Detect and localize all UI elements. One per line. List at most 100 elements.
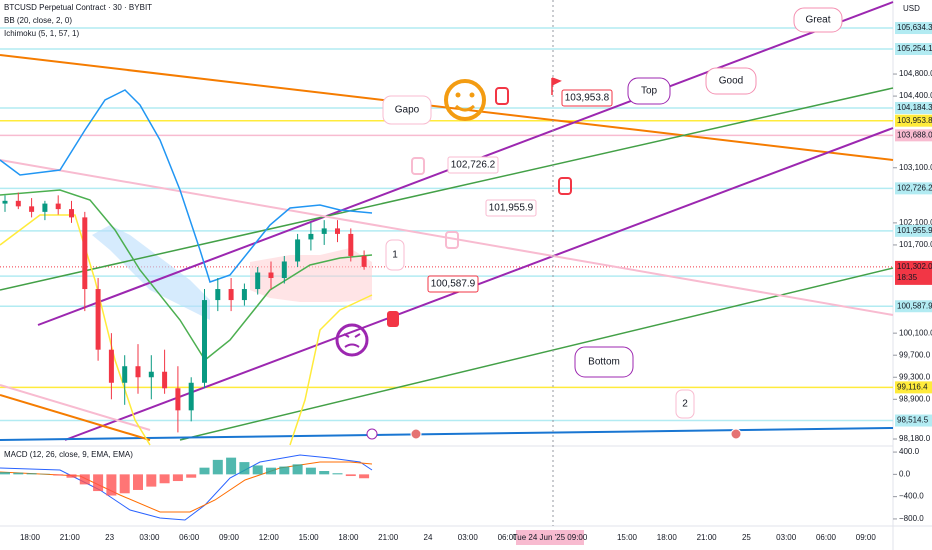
candle-body <box>135 366 141 378</box>
macd-histogram-bar <box>172 474 183 482</box>
bb-lower <box>0 214 373 446</box>
y-tick-label: 99,300.0 <box>899 372 931 381</box>
hand-icon <box>495 87 509 105</box>
macd-histogram-bar <box>0 472 10 475</box>
x-tick-label: 15:00 <box>617 533 638 542</box>
hand-icon <box>558 177 572 195</box>
price-tag <box>895 381 932 394</box>
candle-body <box>335 228 340 234</box>
price-tag-label: 98,514.5 <box>897 416 929 425</box>
event-icon <box>410 428 422 440</box>
crosshair-tag <box>516 530 584 545</box>
y-tick-label: 104,400.0 <box>899 91 932 100</box>
macd-histogram-bar <box>359 474 370 479</box>
callout <box>675 389 695 419</box>
macd-histogram-bar <box>266 467 276 475</box>
price-note <box>485 199 537 217</box>
y-tick-label: −400.0 <box>899 492 924 501</box>
price-tag <box>895 182 932 195</box>
price-tag-label: 103,953.8 <box>897 116 932 125</box>
trend-line <box>64 127 894 441</box>
candle-body <box>42 203 48 212</box>
smiley-eye <box>469 92 475 98</box>
price-tag <box>895 414 932 427</box>
x-tick-label: 24 <box>424 533 433 542</box>
trend-line <box>0 427 894 441</box>
x-tick-label: 18:00 <box>338 533 359 542</box>
candle-body <box>108 349 114 383</box>
x-tick-label: 12:00 <box>259 533 280 542</box>
macd-histogram-bar <box>146 474 157 487</box>
indicator-label: Ichimoku (5, 1, 57, 1) <box>4 29 79 38</box>
macd-histogram-bar <box>292 464 303 475</box>
y-tick-label: 103,100.0 <box>899 163 932 172</box>
callout-text: Great <box>805 15 830 26</box>
x-tick-label: 21:00 <box>697 533 718 542</box>
macd-histogram-bar <box>279 466 290 475</box>
x-tick-label: 06:00 <box>179 533 200 542</box>
flag-icon <box>551 77 562 95</box>
macd-histogram-bar <box>226 457 237 475</box>
price-note-text: 103,953.8 <box>565 93 610 104</box>
candle-body <box>268 272 274 279</box>
macd-histogram-bar <box>345 474 356 477</box>
price-tag-label: 100,587.9 <box>897 301 932 310</box>
candle-body <box>2 200 8 204</box>
countdown-label: 18:35 <box>897 273 918 282</box>
hand-icon <box>445 231 459 249</box>
annotations: Great Good Top Bottom Gapo 1 2 103,953.8… <box>335 7 843 440</box>
callout-text: Good <box>719 76 743 87</box>
y-tick-label: 0.0 <box>899 469 911 478</box>
candle-body <box>175 388 181 411</box>
candle-body <box>281 261 287 279</box>
price-tag-label: 105,634.3 <box>897 23 932 32</box>
y-tick-label: 100,100.0 <box>899 328 932 337</box>
trend-line <box>0 384 151 431</box>
macd-histogram-bar <box>252 465 263 475</box>
smiley-icon <box>444 79 486 121</box>
y-tick-label: 98,180.0 <box>899 434 931 443</box>
x-tick-label: 21:00 <box>60 533 81 542</box>
current-price-tag <box>895 260 932 285</box>
candle-body <box>202 300 207 383</box>
trend-line <box>0 394 151 441</box>
price-tag-label: 105,254.1 <box>897 44 932 53</box>
bb-basis <box>0 189 373 362</box>
ichimoku-cloud <box>250 248 372 302</box>
y-tick-label: 400.0 <box>899 447 920 456</box>
candle-body <box>15 200 21 207</box>
x-tick-label: 15:00 <box>299 533 320 542</box>
price-note-text: 101,955.9 <box>489 203 534 214</box>
candle-body <box>255 272 261 290</box>
bb-upper <box>0 89 373 283</box>
macd-histogram-bar <box>199 467 210 475</box>
price-tag-label: 103,688.0 <box>897 130 932 139</box>
indicator-label: MACD (12, 26, close, 9, EMA, EMA) <box>4 450 133 459</box>
price-note <box>561 89 613 107</box>
x-tick-label: 03:00 <box>776 533 797 542</box>
macd-histogram-bar <box>79 474 90 485</box>
price-tag <box>895 300 932 313</box>
smiley-mouth <box>455 104 475 112</box>
candle-body <box>69 209 74 218</box>
currency-label: USD <box>903 4 920 13</box>
price-tag <box>895 114 932 127</box>
macd-histogram-bar <box>13 472 24 475</box>
callout-text: Gapo <box>395 105 420 116</box>
candle-body <box>241 289 247 301</box>
candle-body <box>82 217 88 290</box>
x-tick-label: 23 <box>105 533 114 542</box>
macd-histogram-bar <box>186 474 197 478</box>
macd-histogram-bar <box>119 474 130 494</box>
price-tag-label: 102,726.2 <box>897 183 932 192</box>
x-tick-label: 25 <box>742 533 751 542</box>
callout-text: Bottom <box>588 357 620 368</box>
current-price-label: 101,302.0 <box>897 262 932 271</box>
candle-body <box>308 233 314 240</box>
price-note-text: 102,726.2 <box>451 160 496 171</box>
x-tick-label: 18:00 <box>20 533 41 542</box>
x-tick-label: 03:00 <box>458 533 479 542</box>
macd-line <box>0 454 373 521</box>
price-tag <box>895 224 932 237</box>
